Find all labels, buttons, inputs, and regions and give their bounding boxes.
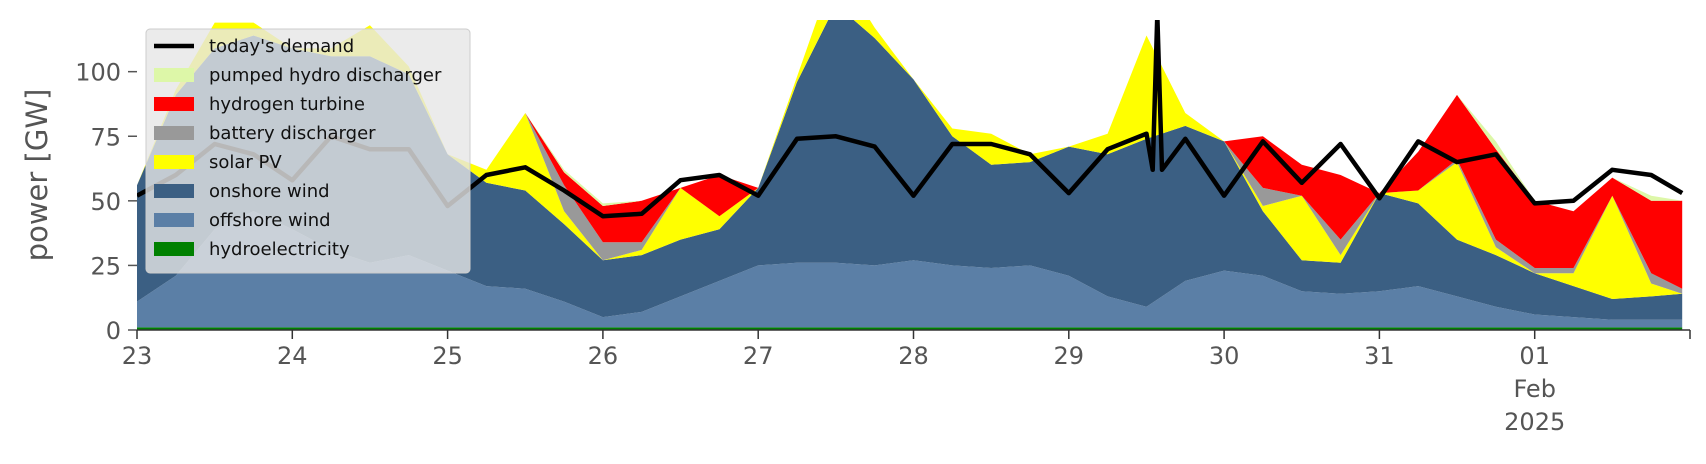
legend-frame [145,28,471,274]
legend-swatch [154,97,194,111]
legend: today's demand pumped hydro discharger hyd… [145,28,471,274]
x-tick-label: 26 [588,342,619,370]
y-tick-label: 25 [90,252,121,280]
legend-label: offshore wind [209,210,331,231]
legend-swatch [154,68,194,82]
x-tick-label: 28 [898,342,929,370]
legend-swatch [154,155,194,169]
legend-label: hydroelectricity [209,239,350,260]
plot-area [137,20,1684,330]
y-tick-label: 75 [90,123,121,151]
legend-swatch [154,213,194,227]
y-tick-label: 50 [90,188,121,216]
x-tick-label: 27 [743,342,774,370]
x-tick-label: 30 [1209,342,1240,370]
legend-label: onshore wind [209,181,330,202]
area-battery-discharger [137,20,1683,294]
y-axis-label: power [GW] [20,89,54,262]
x-tick-label: 25 [432,342,463,370]
x-tick-label: 01 Feb 2025 [1504,342,1565,436]
x-tick-label: 29 [1054,342,1085,370]
legend-label: pumped hydro discharger [209,65,442,86]
legend-label: solar PV [209,152,282,173]
x-tick-label: 31 [1364,342,1395,370]
legend-swatch [154,242,194,256]
legend-swatch [154,184,194,198]
legend-label: hydrogen turbine [209,94,365,115]
legend-label: battery discharger [209,123,376,144]
axes: 0 25 50 75 100 23 24 25 26 27 28 29 30 31 01 Feb 2025 [75,59,1691,436]
x-tick-label: 24 [277,342,308,370]
legend-label: today's demand [209,36,354,57]
area-solar-pv [137,20,1683,299]
x-tick-label: 23 [122,342,153,370]
area-onshore-wind [137,20,1683,320]
y-tick-label: 100 [75,59,121,87]
area-offshore-wind [137,211,1683,328]
legend-swatch [154,126,194,140]
area-hydrogen-turbine [137,20,1683,289]
y-tick-label: 0 [106,317,121,345]
